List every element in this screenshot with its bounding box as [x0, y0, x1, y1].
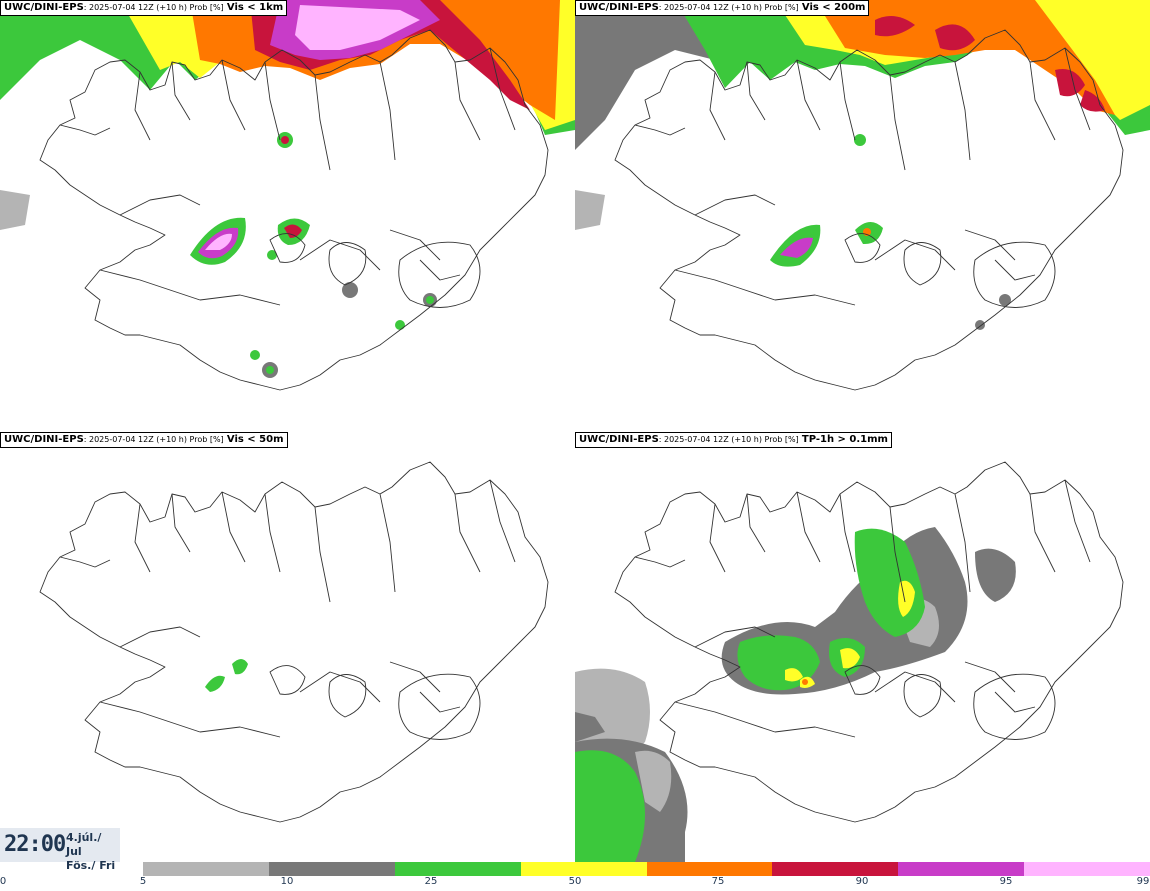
colorbar-segment [143, 862, 269, 876]
colorbar-labels: 0 5 10 25 50 75 90 95 99 [0, 876, 1150, 890]
map-panel-vis-50m: UWC/DINI-EPS: 2025-07-04 12Z (+10 h) Pro… [0, 432, 575, 862]
colorbar-label: 95 [999, 876, 1013, 887]
colorbar-segment [1024, 862, 1150, 876]
panel-title: UWC/DINI-EPS: 2025-07-04 12Z (+10 h) Pro… [0, 432, 288, 448]
valid-time: 22:00 [4, 832, 66, 857]
panel-variable: Vis < 200m [801, 2, 866, 13]
map-tp-1h [575, 461, 1124, 862]
panel-title: UWC/DINI-EPS: 2025-07-04 12Z (+10 h) Pro… [575, 432, 892, 448]
colorbar-segment [520, 862, 647, 876]
panel-source: UWC/DINI-EPS [4, 434, 84, 445]
panel-meta: : 2025-07-04 12Z (+10 h) Prob [%] [658, 3, 799, 12]
colorbar-label: 10 [280, 876, 294, 887]
map-panel-vis-1km: UWC/DINI-EPS: 2025-07-04 12Z (+10 h) Pro… [0, 0, 575, 430]
colorbar-label: 5 [139, 876, 147, 887]
panel-variable: Vis < 1km [226, 2, 284, 13]
panel-meta: : 2025-07-04 12Z (+10 h) Prob [%] [83, 435, 224, 444]
colorbar-label: 50 [568, 876, 582, 887]
panel-source: UWC/DINI-EPS [579, 2, 659, 13]
valid-date-line1: 4.júl./ Jul [66, 831, 102, 858]
panel-variable: Vis < 50m [226, 434, 284, 445]
probability-colorbar [143, 862, 1150, 876]
colorbar-segment [646, 862, 773, 876]
colorbar-label: 90 [855, 876, 869, 887]
colorbar-label: 99 [1136, 876, 1150, 887]
valid-date: 4.júl./ Jul Fös./ Fri [66, 831, 120, 873]
panel-source: UWC/DINI-EPS [4, 2, 84, 13]
panel-variable: TP-1h > 0.1mm [801, 434, 888, 445]
colorbar-segment [268, 862, 395, 876]
panel-title: UWC/DINI-EPS: 2025-07-04 12Z (+10 h) Pro… [575, 0, 870, 16]
panel-title: UWC/DINI-EPS: 2025-07-04 12Z (+10 h) Pro… [0, 0, 288, 16]
panel-meta: : 2025-07-04 12Z (+10 h) Prob [%] [83, 3, 224, 12]
map-panel-vis-200m: UWC/DINI-EPS: 2025-07-04 12Z (+10 h) Pro… [575, 0, 1150, 430]
panel-meta: : 2025-07-04 12Z (+10 h) Prob [%] [658, 435, 799, 444]
panel-source: UWC/DINI-EPS [579, 434, 659, 445]
map-vis-50m [39, 461, 549, 823]
colorbar-segment [772, 862, 899, 876]
colorbar-segment [898, 862, 1025, 876]
map-panel-tp-1h: UWC/DINI-EPS: 2025-07-04 12Z (+10 h) Pro… [575, 432, 1150, 862]
map-vis-200m [575, 0, 1150, 391]
colorbar-label: 75 [711, 876, 725, 887]
colorbar-label: 25 [424, 876, 438, 887]
colorbar-segment [394, 862, 521, 876]
colorbar-label: 0 [0, 876, 7, 887]
valid-date-line2: Fös./ Fri [66, 859, 116, 872]
valid-time-box: 22:00 4.júl./ Jul Fös./ Fri [0, 828, 120, 872]
map-vis-1km [0, 0, 575, 391]
